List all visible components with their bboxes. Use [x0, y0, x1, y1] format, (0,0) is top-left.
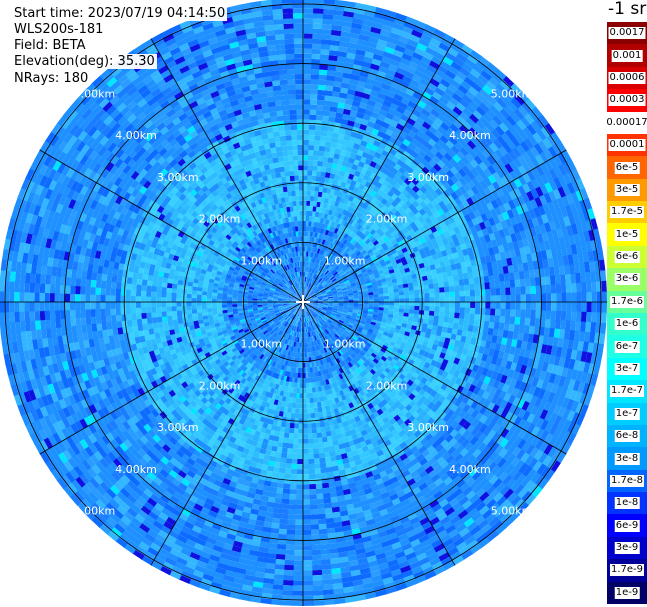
colorbar-tick-label: 6e-5: [614, 161, 640, 174]
ring-label-1-3: 1.00km: [324, 338, 366, 351]
colorbar-tick-label: 1e-9: [614, 586, 640, 599]
nrays-text: NRays: 180: [12, 71, 91, 86]
colorbar-tick-label: 1.7e-8: [609, 474, 645, 487]
device-text: WLS200s-181: [12, 22, 106, 37]
colorbar-tick-label: 0.0001: [608, 139, 646, 152]
ring-label-4-3: 4.00km: [449, 463, 491, 476]
ring-label-2-0: 2.00km: [199, 213, 241, 226]
colorbar-tick-label: 1e-5: [614, 228, 640, 241]
colorbar-tick-label: 0.0017: [608, 27, 646, 40]
colorbar-tick-label: 0.001: [611, 49, 643, 62]
ring-label-3-3: 3.00km: [407, 421, 449, 434]
colorbar-tick-label: 1.7e-7: [609, 385, 645, 398]
radial-spoke-240: [39, 301, 304, 455]
ring-label-4-0: 4.00km: [115, 129, 157, 142]
colorbar-tick-label: 1.7e-9: [609, 564, 645, 577]
colorbar-tick-label: 3e-5: [614, 183, 640, 196]
field-text: Field: BETA: [12, 38, 88, 53]
colorbar-tick-label: 3e-7: [614, 362, 640, 375]
start-time-text: Start time: 2023/07/19 04:14:50: [12, 6, 228, 21]
elevation-text: Elevation(deg): 35.30: [12, 54, 157, 69]
colorbar-tick-label: 6e-7: [614, 340, 640, 353]
radial-spoke-30: [302, 38, 456, 303]
colorbar-tick-label: 3e-8: [614, 452, 640, 465]
ring-label-1-1: 1.00km: [324, 254, 366, 267]
ring-labels: 1.00km 1.00km 1.00km 1.00km 2.00km 2.00km 2.00…: [74, 87, 533, 517]
radial-spoke-120: [302, 301, 567, 455]
colorbar-tick-label: 1e-8: [614, 497, 640, 510]
ring-label-2-2: 2.00km: [199, 380, 241, 393]
ring-label-4-1: 4.00km: [449, 129, 491, 142]
radial-spoke-300: [39, 149, 304, 303]
ring-label-1-2: 1.00km: [241, 338, 283, 351]
ring-label-3-0: 3.00km: [157, 171, 199, 184]
colorbar-tick-label: 0.00017: [605, 116, 647, 129]
radial-spoke-150: [302, 301, 456, 566]
radial-spoke-210: [150, 301, 304, 566]
ring-label-1-0: 1.00km: [241, 254, 283, 267]
beta-field-map: [0, 0, 607, 606]
ring-label-5-0: 5.00km: [74, 87, 116, 100]
ring-label-2-1: 2.00km: [366, 213, 408, 226]
radial-spoke-60: [302, 149, 567, 303]
colorbar-tick-label: 1.7e-5: [609, 206, 645, 219]
colorbar-tick-label: 1e-6: [614, 318, 640, 331]
ring-label-5-1: 5.00km: [491, 87, 533, 100]
ring-label-2-3: 2.00km: [366, 380, 408, 393]
colorbar-tick-label: 6e-8: [614, 430, 640, 443]
polar-grid: [0, 0, 607, 606]
ring-label-3-2: 3.00km: [157, 421, 199, 434]
colorbar-title: -1 sr: [608, 0, 647, 19]
colorbar-tick-label: 3e-9: [614, 542, 640, 555]
colorbar-tick-label: 1.7e-6: [609, 295, 645, 308]
ring-label-5-2: 5.00km: [74, 505, 116, 518]
colorbar-tick-label: 1e-7: [614, 407, 640, 420]
ring-label-3-1: 3.00km: [407, 171, 449, 184]
colorbar-tick-label: 3e-6: [614, 273, 640, 286]
colorbar-tick-label: 0.0003: [608, 94, 646, 107]
colorbar-tick-label: 0.0006: [608, 71, 646, 84]
ring-label-5-3: 5.00km: [491, 505, 533, 518]
colorbar-tick-label: 6e-9: [614, 519, 640, 532]
radial-spoke-330: [150, 38, 304, 303]
ring-label-4-2: 4.00km: [115, 463, 157, 476]
colorbar-tick-label: 6e-6: [614, 251, 640, 264]
